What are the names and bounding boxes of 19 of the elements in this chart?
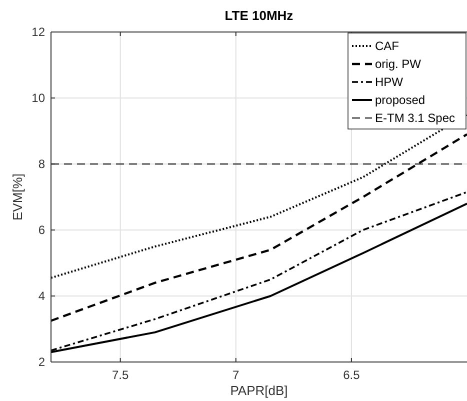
x-tick-label: 7: [232, 368, 240, 382]
x-tick-label: 6.5: [343, 368, 360, 382]
y-tick-label: 12: [32, 25, 46, 39]
legend-label: orig. PW: [375, 57, 422, 71]
legend-label: HPW: [375, 75, 404, 89]
y-tick-label: 10: [32, 91, 46, 105]
y-tick-label: 2: [38, 355, 46, 369]
x-axis-title: PAPR[dB]: [230, 383, 288, 398]
legend-label: proposed: [375, 93, 426, 107]
chart-title: LTE 10MHz: [224, 8, 294, 23]
y-tick-label: 8: [38, 157, 46, 171]
y-axis-title: EVM[%]: [10, 174, 25, 220]
legend-label: E-TM 3.1 Spec: [375, 111, 456, 125]
legend-label: CAF: [375, 39, 399, 53]
y-tick-label: 6: [38, 223, 46, 237]
x-tick-label: 7.5: [112, 368, 129, 382]
line-series: [50, 133, 467, 322]
line-series: [50, 114, 467, 279]
y-tick-label: 4: [38, 289, 46, 303]
